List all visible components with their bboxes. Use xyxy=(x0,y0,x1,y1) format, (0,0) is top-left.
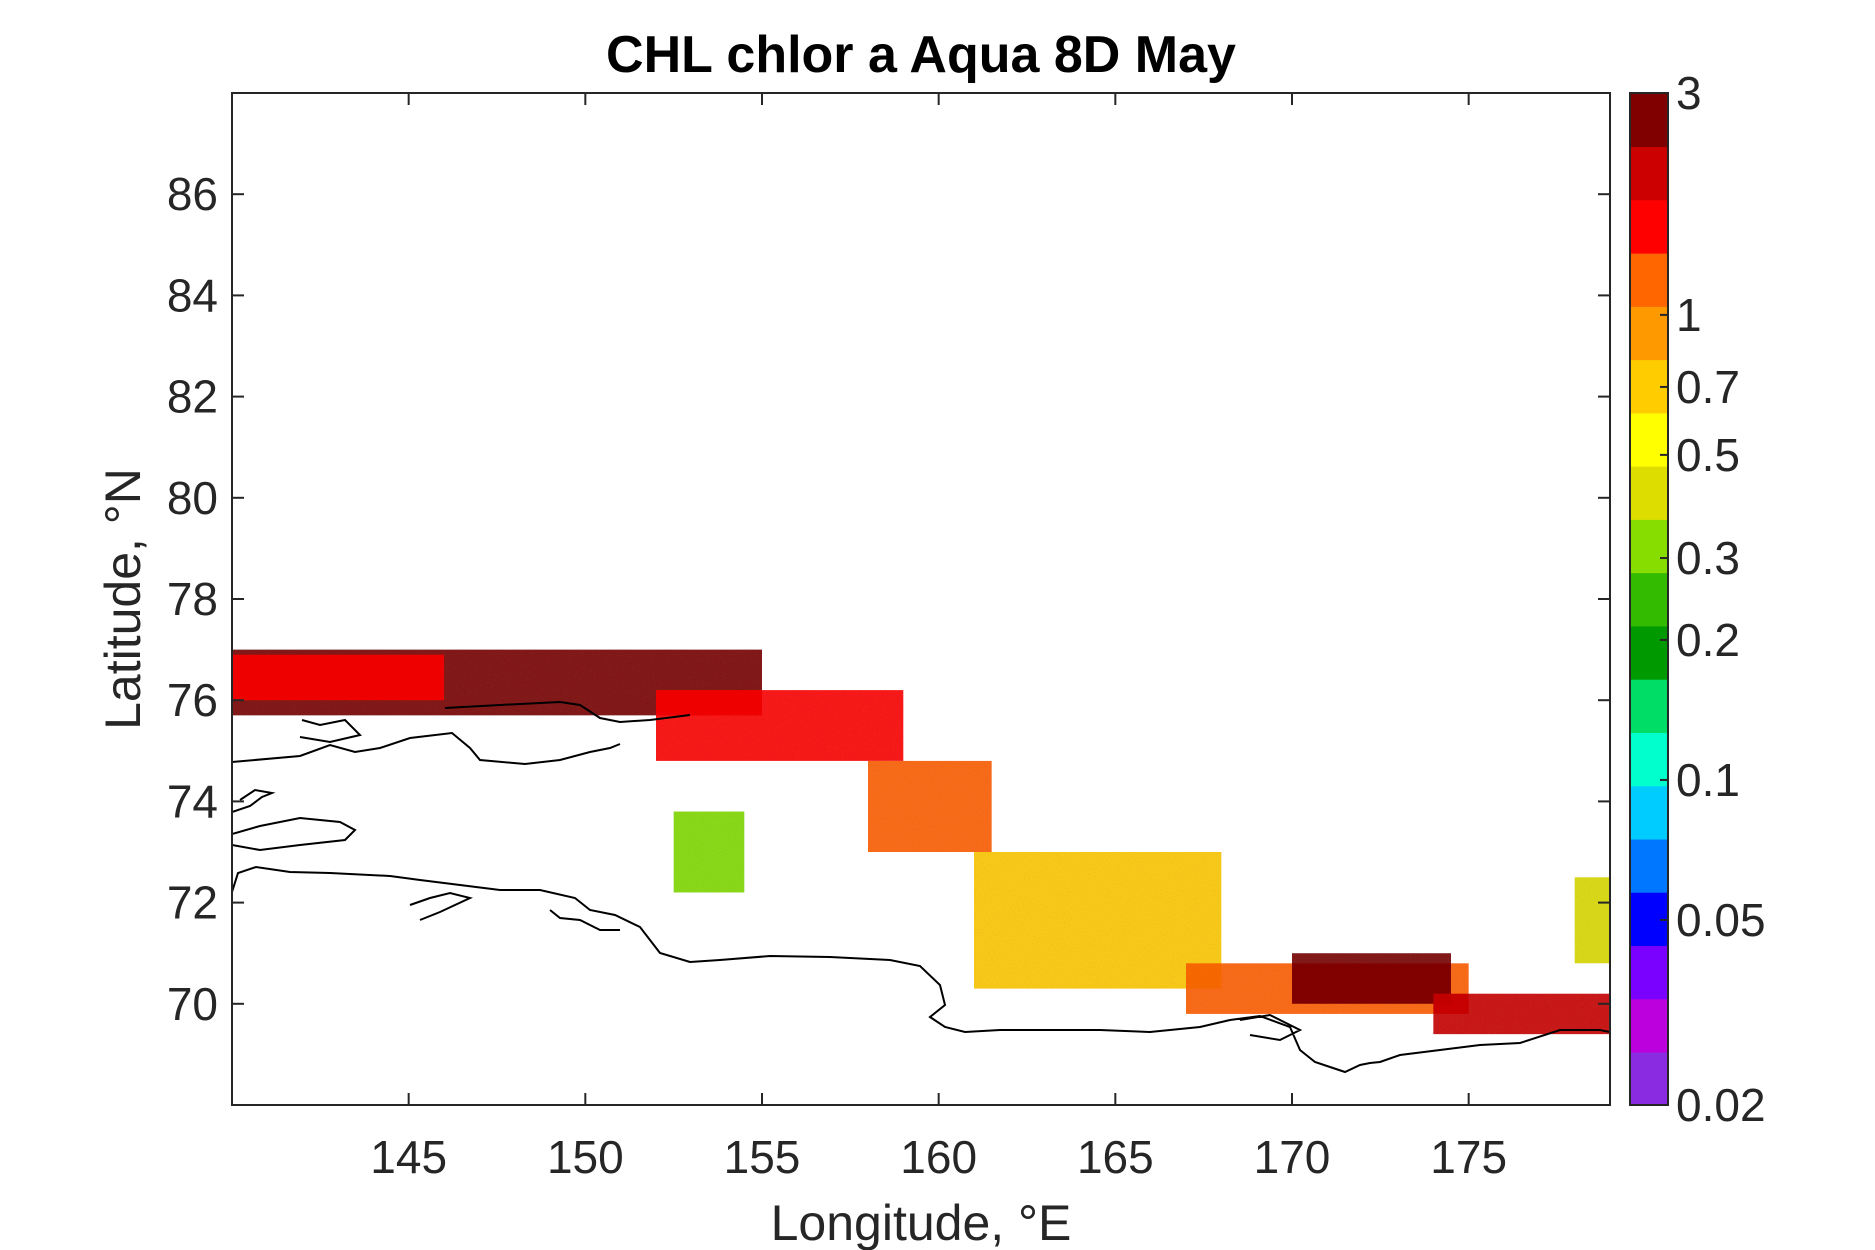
x-tick-label: 175 xyxy=(1430,1131,1507,1183)
colorbar-segment xyxy=(1630,412,1668,467)
y-tick-label: 70 xyxy=(167,978,218,1030)
colorbar-tick-label: 3 xyxy=(1676,67,1702,119)
chlorophyll-field xyxy=(232,649,1610,1035)
colorbar-segment xyxy=(1630,625,1668,680)
chl-patch xyxy=(232,654,444,701)
y-tick-label: 74 xyxy=(167,775,218,827)
y-axis-label: Latitude, °N xyxy=(95,468,151,730)
colorbar-segment xyxy=(1630,945,1668,1000)
colorbar-segment xyxy=(1630,678,1668,733)
x-tick-label: 150 xyxy=(547,1131,624,1183)
chl-patch xyxy=(1574,877,1610,964)
x-tick-label: 160 xyxy=(900,1131,977,1183)
colorbar-segment xyxy=(1630,1051,1668,1106)
chart-title: CHL chlor a Aqua 8D May xyxy=(606,26,1236,84)
x-tick-label: 170 xyxy=(1254,1131,1331,1183)
chl-patch xyxy=(673,811,745,893)
chl-patch xyxy=(868,760,992,852)
y-tick-label: 78 xyxy=(167,573,218,625)
y-tick-label: 86 xyxy=(167,168,218,220)
colorbar-segment xyxy=(1630,838,1668,893)
colorbar-tick-label: 0.05 xyxy=(1676,894,1766,946)
y-tick-label: 76 xyxy=(167,674,218,726)
y-tick-label: 82 xyxy=(167,371,218,423)
colorbar-segment xyxy=(1630,732,1668,787)
y-tick-label: 80 xyxy=(167,472,218,524)
colorbar: 0.02 0.05 0.1 0.2 0.3 0.5 0.7 1 3 xyxy=(1629,67,1766,1131)
chl-patch xyxy=(1433,993,1610,1035)
colorbar-tick-label: 1 xyxy=(1676,289,1702,341)
colorbar-frame xyxy=(1629,92,1669,1106)
y-tick-label: 84 xyxy=(167,269,218,321)
x-axis-label: Longitude, °E xyxy=(771,1195,1072,1250)
colorbar-tick-label: 0.5 xyxy=(1676,429,1740,481)
colorbar-segment xyxy=(1630,93,1668,148)
colorbar-segment xyxy=(1630,465,1668,520)
plot-area xyxy=(232,93,1610,1105)
x-tick-label: 155 xyxy=(724,1131,801,1183)
colorbar-segment xyxy=(1630,519,1668,574)
colorbar-segment xyxy=(1630,199,1668,254)
x-tick-label: 145 xyxy=(370,1131,447,1183)
y-axis: 70 72 74 76 78 80 82 84 86 xyxy=(167,168,1610,1030)
colorbar-tick-label: 0.7 xyxy=(1676,361,1740,413)
colorbar-segment xyxy=(1630,785,1668,840)
colorbar-segment xyxy=(1630,146,1668,201)
colorbar-segment xyxy=(1630,572,1668,627)
colorbar-segment xyxy=(1630,998,1668,1053)
colorbar-segment xyxy=(1630,252,1668,307)
chl-patch xyxy=(1292,953,1451,1004)
chl-patch xyxy=(974,852,1222,989)
x-tick-label: 165 xyxy=(1077,1131,1154,1183)
colorbar-tick-label: 0.02 xyxy=(1676,1079,1766,1131)
colorbar-tick-label: 0.3 xyxy=(1676,532,1740,584)
y-tick-label: 72 xyxy=(167,877,218,929)
colorbar-tick-label: 0.1 xyxy=(1676,754,1740,806)
chl-patch xyxy=(656,690,904,761)
x-axis: 145 150 155 160 165 170 175 xyxy=(370,93,1507,1183)
colorbar-tick-label: 0.2 xyxy=(1676,614,1740,666)
coastline xyxy=(232,700,1610,1074)
